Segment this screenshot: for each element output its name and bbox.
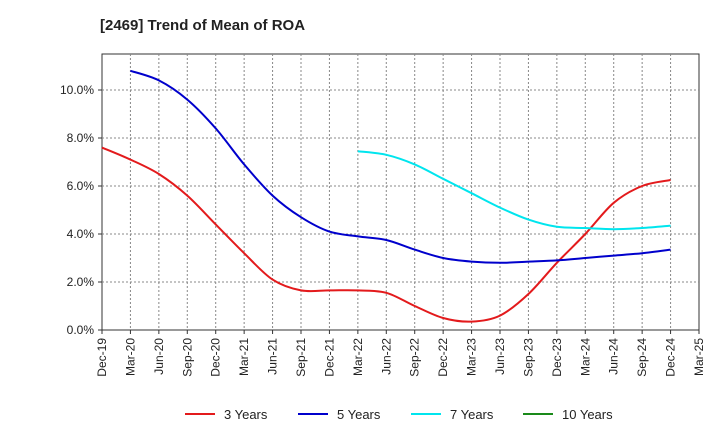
legend: 3 Years 5 Years 7 Years 10 Years bbox=[185, 407, 613, 422]
x-tick-label: Mar-24 bbox=[578, 338, 592, 376]
x-tick-label: Sep-23 bbox=[521, 338, 535, 377]
x-tick-label: Jun-22 bbox=[379, 338, 393, 375]
x-tick-label: Dec-19 bbox=[95, 338, 109, 377]
series-line-5-years bbox=[130, 69, 671, 264]
legend-label-10-years: 10 Years bbox=[562, 407, 613, 422]
x-tick-label: Mar-25 bbox=[692, 338, 706, 376]
x-tick-label: Sep-22 bbox=[408, 338, 422, 377]
x-tick-label: Jun-20 bbox=[152, 338, 166, 375]
x-tick-label: Sep-21 bbox=[294, 338, 308, 377]
x-tick-label: Dec-20 bbox=[209, 338, 223, 377]
series-line-3-years bbox=[101, 146, 671, 323]
x-tick-label: Jun-21 bbox=[266, 338, 280, 375]
x-tick-label: Mar-20 bbox=[123, 338, 137, 376]
y-tick-label: 0.0% bbox=[67, 323, 95, 337]
x-tick-label: Mar-21 bbox=[237, 338, 251, 376]
y-tick-label: 2.0% bbox=[67, 275, 95, 289]
y-tick-label: 4.0% bbox=[67, 227, 95, 241]
x-tick-label: Dec-22 bbox=[436, 338, 450, 377]
x-axis-ticks: Dec-19 Mar-20 Jun-20 Sep-20 Dec-20 Mar-21 Jun-… bbox=[95, 330, 706, 377]
y-axis-ticks: 0.0% 2.0% 4.0% 6.0% 8.0% 10.0% bbox=[60, 83, 102, 337]
x-tick-label: Dec-21 bbox=[322, 338, 336, 377]
x-tick-label: Mar-23 bbox=[465, 338, 479, 376]
x-tick-label: Jun-23 bbox=[493, 338, 507, 375]
x-tick-label: Dec-23 bbox=[550, 338, 564, 377]
chart-title: [2469] Trend of Mean of ROA bbox=[100, 17, 305, 34]
grid-lines bbox=[102, 54, 699, 330]
y-tick-label: 6.0% bbox=[67, 179, 95, 193]
legend-label-7-years: 7 Years bbox=[450, 407, 494, 422]
x-tick-label: Jun-24 bbox=[607, 338, 621, 375]
plot-area bbox=[101, 53, 700, 331]
x-tick-label: Sep-24 bbox=[635, 338, 649, 377]
legend-label-5-years: 5 Years bbox=[337, 407, 381, 422]
x-tick-label: Dec-24 bbox=[664, 338, 678, 377]
series-lines bbox=[101, 69, 671, 323]
y-tick-label: 10.0% bbox=[60, 83, 94, 97]
y-tick-label: 8.0% bbox=[67, 131, 95, 145]
legend-label-3-years: 3 Years bbox=[224, 407, 268, 422]
x-tick-label: Mar-22 bbox=[351, 338, 365, 376]
x-tick-label: Sep-20 bbox=[180, 338, 194, 377]
series-line-7-years bbox=[357, 150, 671, 231]
